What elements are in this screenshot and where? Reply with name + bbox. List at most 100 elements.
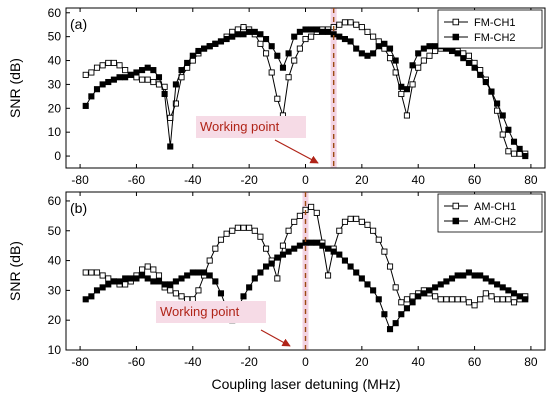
x-tick-label: 80 (524, 355, 538, 369)
data-point (155, 272, 163, 279)
data-point (494, 296, 501, 303)
data-point (212, 278, 219, 285)
y-tick-label: 30 (48, 283, 62, 297)
data-point (370, 227, 377, 234)
data-point (105, 78, 112, 86)
data-point (437, 281, 444, 288)
data-point (465, 52, 472, 59)
data-point (386, 326, 394, 333)
data-point (375, 236, 382, 243)
data-point (409, 293, 416, 300)
data-point (364, 281, 371, 288)
data-point (358, 275, 365, 282)
data-point (263, 35, 270, 43)
data-point (375, 43, 382, 50)
data-point (206, 257, 213, 264)
data-point (246, 224, 253, 231)
data-point (291, 245, 298, 252)
data-point (426, 287, 433, 294)
data-point (150, 278, 157, 285)
data-point (178, 275, 185, 282)
data-point (172, 278, 179, 285)
legend: AM-CH1 AM-CH2 (437, 193, 543, 233)
data-point (336, 227, 343, 234)
data-point (217, 38, 225, 45)
data-point (257, 31, 264, 38)
data-point (139, 76, 146, 83)
data-point (370, 287, 377, 294)
data-point (291, 33, 298, 40)
data-point (82, 296, 89, 303)
y-tick-label: 60 (48, 6, 62, 20)
data-point (381, 311, 388, 318)
data-point (279, 251, 287, 258)
data-point (488, 278, 495, 285)
data-point (392, 57, 399, 64)
data-point (274, 52, 281, 59)
data-point (240, 31, 247, 38)
data-point (398, 299, 405, 306)
data-point (420, 45, 427, 52)
x-tick-label: 40 (412, 355, 426, 369)
data-point (386, 45, 394, 52)
data-point (172, 100, 179, 107)
data-point (122, 281, 129, 288)
x-tick-label: 40 (412, 173, 426, 187)
data-point (499, 296, 506, 303)
data-point (99, 81, 106, 88)
data-point (206, 43, 213, 50)
data-point (482, 275, 489, 282)
data-point (167, 114, 174, 121)
data-point (122, 74, 129, 81)
data-point (144, 76, 151, 83)
data-point (426, 43, 433, 50)
panel-a: -80 -60 -40 -20 0 20 40 60 80 0 10 20 30 40 50 60 SNR (d… (7, 6, 546, 187)
data-point (432, 284, 439, 291)
data-point (488, 293, 495, 300)
data-point (347, 215, 354, 222)
x-tick-label: -20 (240, 173, 258, 187)
y-tick-label: 10 (48, 343, 62, 357)
data-point (308, 203, 315, 210)
data-point (386, 263, 394, 270)
working-point-label: Working point (160, 304, 240, 319)
data-point (454, 296, 461, 303)
data-point (341, 257, 348, 264)
data-point (223, 35, 230, 43)
panel-b: -80 -60 -40 -20 0 20 40 60 80 10 20 30 40 50 60 SNR (dB… (7, 191, 546, 369)
panel-label: (a) (70, 16, 87, 32)
data-point (477, 272, 484, 279)
data-point (274, 95, 281, 102)
data-point (302, 26, 309, 33)
data-point (471, 64, 478, 71)
data-point (263, 50, 270, 57)
y-tick-label: 0 (54, 149, 61, 163)
data-point (195, 47, 202, 55)
data-point (308, 33, 315, 40)
data-point (155, 278, 163, 285)
data-point (116, 278, 123, 285)
legend: FM-CH1 FM-CH2 (437, 9, 543, 49)
data-point (516, 145, 523, 152)
data-point (82, 71, 89, 78)
data-point (285, 50, 292, 57)
data-point (398, 83, 405, 90)
y-axis-title: SNR (dB) (7, 241, 23, 301)
data-point (263, 263, 270, 270)
y-tick-label: 50 (48, 30, 62, 44)
data-point (189, 52, 196, 59)
data-point (127, 71, 134, 78)
data-point (324, 272, 332, 279)
data-point (471, 302, 478, 309)
y-tick-label: 20 (48, 101, 62, 115)
data-point (432, 43, 439, 50)
data-point (505, 296, 512, 303)
data-point (240, 293, 247, 300)
data-point (499, 284, 506, 291)
data-point (381, 248, 388, 255)
data-point (505, 126, 512, 133)
data-point (336, 251, 343, 258)
data-point (448, 296, 456, 303)
data-point (403, 86, 410, 93)
data-point (105, 275, 112, 282)
